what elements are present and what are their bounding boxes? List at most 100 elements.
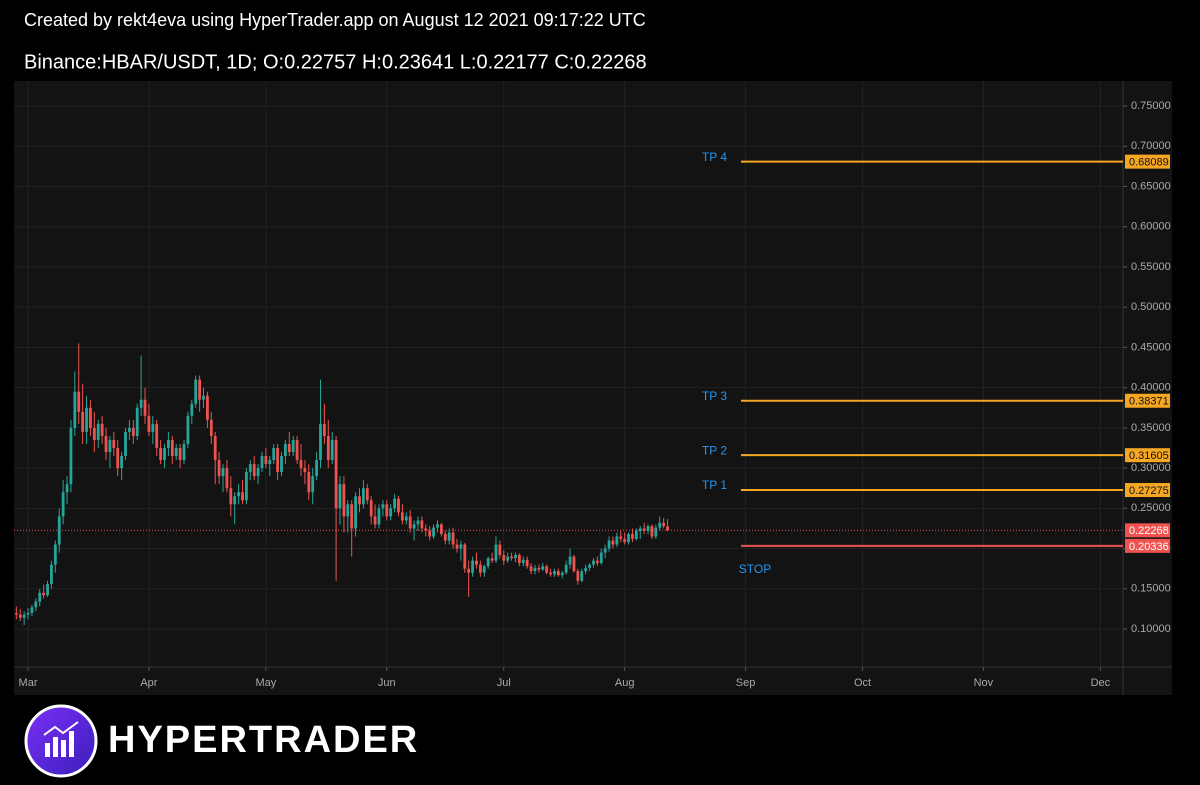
candle-body [459, 544, 463, 549]
symbol-line: Binance:HBAR/USDT, 1D; O:0.22757 H:0.236… [24, 51, 647, 73]
level-name: TP 4 [702, 150, 727, 164]
candle-body [147, 415, 151, 432]
level-tag [1125, 154, 1170, 169]
candle-body [178, 447, 182, 461]
candle-body [666, 526, 669, 531]
candle-body [26, 612, 30, 615]
candle-body [373, 516, 377, 525]
candle-body [104, 435, 108, 453]
candle-body [280, 456, 283, 473]
last-price-label: 0.22268 [1129, 525, 1169, 537]
y-tick-label: 0.35000 [1131, 422, 1171, 434]
candle-body [432, 527, 435, 537]
level-tag [1125, 393, 1170, 408]
candle-body [311, 476, 315, 493]
x-tick-label: Apr [140, 677, 157, 689]
y-tick-label: 0.65000 [1131, 180, 1171, 192]
candle-body [338, 484, 342, 509]
candle-body [412, 524, 416, 529]
candle-body [237, 492, 241, 497]
level-name: TP 1 [702, 478, 727, 492]
candle-body [463, 544, 467, 569]
candle-body [198, 379, 202, 400]
level-name: STOP [739, 562, 771, 576]
candle-body [287, 443, 291, 453]
candle-body [248, 464, 252, 473]
candle-body [564, 564, 568, 573]
candle-body [268, 460, 272, 465]
candle-body [143, 399, 147, 416]
candle-body [361, 488, 365, 505]
candle-body [18, 614, 22, 618]
candle-body [369, 500, 373, 517]
candle-body [498, 544, 502, 555]
candle-body [354, 496, 357, 529]
candle-body [65, 484, 69, 493]
candle-body [330, 439, 334, 461]
candle-body [482, 566, 486, 573]
candle-body [478, 564, 482, 573]
candle-body [592, 560, 595, 565]
candle-body [393, 498, 396, 509]
candle-body [568, 556, 572, 565]
candle-body [553, 571, 556, 575]
candle-body [342, 484, 346, 517]
candle-body [319, 423, 322, 461]
candle-body [46, 583, 49, 596]
candle-body [14, 612, 18, 615]
candle-body [436, 524, 439, 528]
level-value-label: 0.27275 [1129, 485, 1169, 497]
candle-body [525, 559, 529, 567]
candle-body [81, 411, 85, 432]
candle-body [658, 522, 662, 528]
candles [14, 343, 669, 625]
candle-body [326, 435, 330, 461]
candle-body [108, 439, 112, 453]
candle-body [194, 379, 198, 404]
candle-body [100, 423, 104, 436]
candle-body [599, 552, 603, 564]
candle-body [365, 488, 369, 501]
candle-body [241, 492, 244, 501]
candle-body [502, 554, 506, 561]
candle-body [521, 559, 525, 564]
candle-body [595, 560, 599, 564]
candle-body [334, 439, 338, 509]
y-tick-label: 0.55000 [1131, 261, 1171, 273]
candle-body [151, 423, 155, 432]
candle-body [385, 504, 389, 517]
x-tick-label: May [256, 677, 277, 689]
candle-body [221, 468, 225, 477]
candle-body [510, 556, 513, 559]
candle-body [443, 534, 447, 541]
y-tick-label: 0.75000 [1131, 100, 1171, 112]
logo-trend [43, 721, 79, 736]
candle-body [30, 607, 34, 613]
candle-body [307, 472, 311, 493]
candle-body [529, 566, 533, 572]
y-tick-label: 0.15000 [1131, 583, 1171, 595]
y-tick-label: 0.60000 [1131, 221, 1171, 233]
candle-body [213, 435, 217, 461]
candle-body [467, 568, 471, 573]
y-tick-label: 0.10000 [1131, 623, 1171, 635]
candle-body [416, 520, 420, 525]
x-tick-label: Aug [615, 677, 635, 689]
candle-body [131, 427, 135, 436]
y-tick-label: 0.30000 [1131, 462, 1171, 474]
candle-body [34, 601, 38, 608]
candle-body [291, 439, 295, 453]
candle-body [61, 492, 65, 517]
candle-body [588, 564, 591, 568]
candle-body [560, 572, 564, 576]
candle-body [447, 532, 451, 541]
candle-body [619, 536, 623, 539]
candle-body [128, 427, 131, 432]
x-tick-label: Oct [854, 677, 871, 689]
candle-body [260, 456, 264, 469]
candle-body [182, 443, 186, 461]
candle-body [303, 468, 307, 473]
candle-body [455, 544, 459, 549]
